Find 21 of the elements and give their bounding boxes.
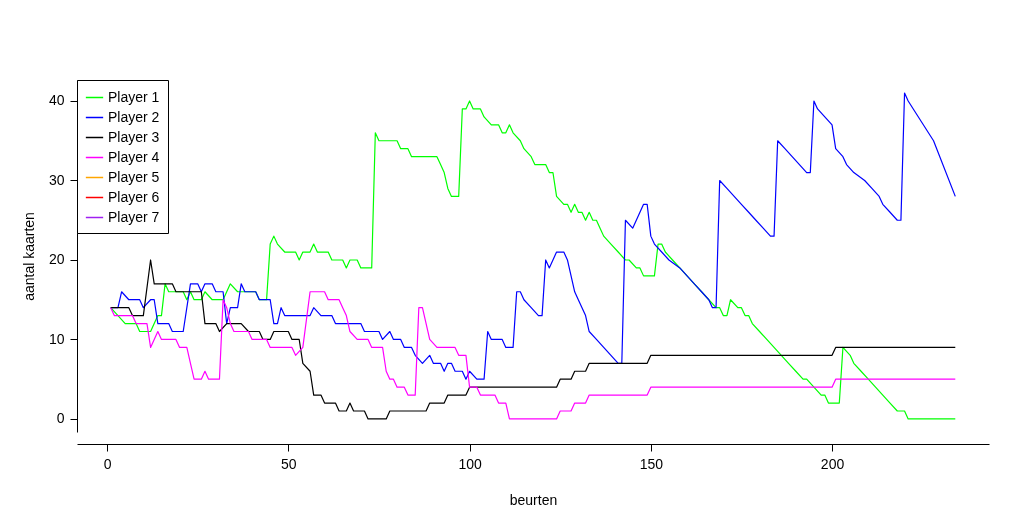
x-tick-label: 150 [639,455,664,472]
legend-label: Player 7 [108,208,160,225]
x-tick-label: 50 [281,455,297,472]
y-tick-label: 0 [56,410,65,427]
line-series [110,259,956,420]
y-tick-label: 10 [48,330,65,347]
legend-label: Player 1 [108,88,160,105]
legend-label: Player 5 [108,168,160,185]
x-axis-title: beurten [509,491,558,508]
y-axis-title: aantal kaarten [20,212,37,301]
legend-label: Player 6 [108,188,160,205]
legend-label: Player 4 [108,148,160,165]
y-tick-label: 20 [48,251,65,268]
x-tick-label: 0 [103,455,112,472]
legend-label: Player 3 [108,128,160,145]
x-tick-label: 100 [458,455,482,472]
x-tick-label: 200 [820,455,845,472]
line-series [110,291,956,420]
legend-label: Player 2 [108,108,160,125]
y-tick-label: 40 [48,92,65,109]
y-tick-label: 30 [48,171,65,188]
